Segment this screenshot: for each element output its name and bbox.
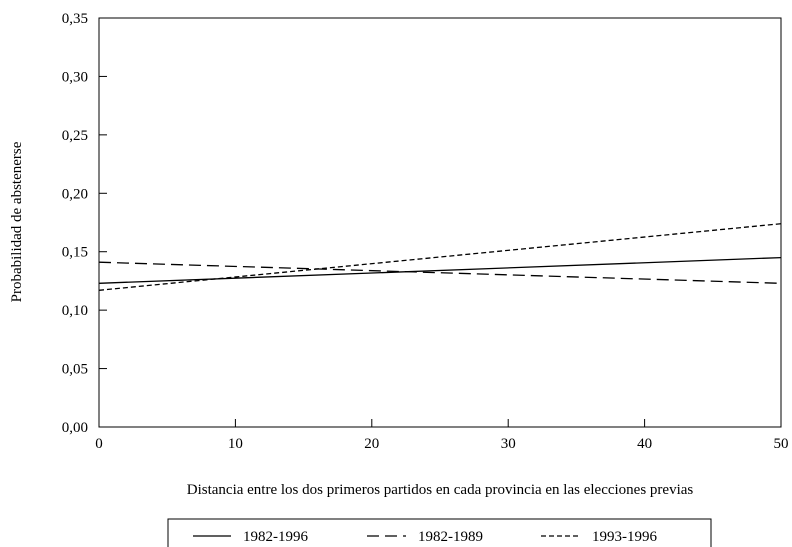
y-tick-label: 0,35 [62,11,88,27]
legend-label: 1982-1989 [418,529,483,545]
y-tick-label: 0,25 [62,128,88,144]
x-tick-label: 0 [95,436,103,452]
y-tick-label: 0,05 [62,362,88,378]
y-tick-label: 0,30 [62,69,88,85]
y-tick-label: 0,10 [62,303,88,319]
series-lines [98,223,782,291]
legend-label: 1982-1996 [243,529,308,545]
legend-box [167,518,712,547]
series-line-1993-1996 [98,223,782,291]
legend-label: 1993-1996 [592,529,657,545]
plot-frame [98,17,782,428]
series-line-1982-1989 [98,261,782,284]
x-tick-label: 10 [228,436,243,452]
series-line-1982-1996 [98,256,782,284]
x-tick-label: 20 [364,436,379,452]
x-tick-label: 30 [501,436,516,452]
legend: 1982-1996 1982-1989 1993-1996 [167,518,712,547]
y-axis-label: Probabilidad de abstenerse [9,141,25,302]
x-axis-label: Distancia entre los dos primeros partido… [187,482,694,498]
y-tick-label: 0,15 [62,245,88,261]
x-tick-label: 40 [637,436,652,452]
x-tick-label: 50 [774,436,789,452]
y-tick-label: 0,00 [62,420,88,436]
y-tick-label: 0,20 [62,186,88,202]
x-axis-ticks: 0 10 20 30 40 50 [95,419,789,452]
y-axis-ticks: 0,00 0,05 0,10 0,15 0,20 0,25 0,30 0,35 [62,11,107,436]
